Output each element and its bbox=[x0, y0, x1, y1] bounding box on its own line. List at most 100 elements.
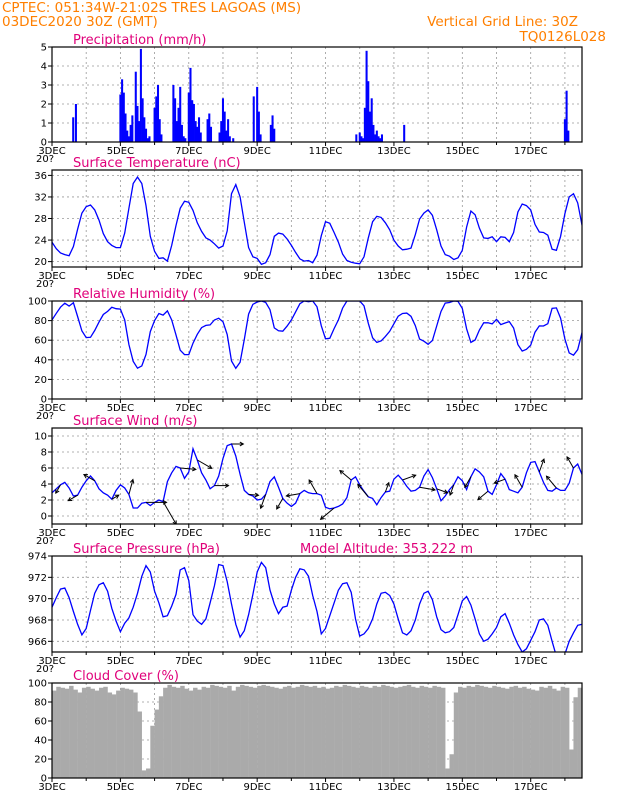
precip-bar bbox=[358, 132, 361, 142]
cloud-bar bbox=[304, 685, 309, 778]
precip-bar bbox=[374, 134, 377, 142]
wind-arrow-shaft bbox=[419, 486, 436, 491]
surface-wind-xtick-label: 9DEC bbox=[243, 528, 270, 539]
surface-pressure-ytick-label: 970 bbox=[28, 594, 47, 605]
cloud-bar bbox=[124, 688, 130, 778]
cloud-cover-xtick-label: 3DEC bbox=[38, 782, 65, 793]
cloud-bar bbox=[244, 685, 249, 778]
precip-bar bbox=[370, 98, 373, 142]
cloud-bar bbox=[530, 689, 536, 778]
wind-arrow-head bbox=[477, 495, 482, 501]
precipitation-grid bbox=[52, 47, 582, 142]
cloud-bar bbox=[167, 684, 172, 778]
precip-bar bbox=[273, 128, 276, 142]
wind-arrow-shaft bbox=[308, 479, 318, 494]
precipitation-xtick-stub: 20? bbox=[36, 154, 54, 165]
surface-temperature-title: Surface Temperature (nC) bbox=[73, 156, 241, 171]
surface-pressure-ytick-label: 974 bbox=[28, 552, 47, 563]
precipitation-panel: 0 1 2 3 4 5 3DEC 5DEC 7DEC 9DEC 11DEC 13DEC 15DEC 17D… bbox=[36, 33, 583, 165]
cloud-bar bbox=[577, 687, 582, 778]
surface-wind-xtick-label: 7DEC bbox=[175, 528, 202, 539]
wind-arrow-head bbox=[431, 487, 437, 492]
surface-wind-ytick-label: 8 bbox=[41, 448, 47, 459]
precip-bar bbox=[177, 107, 180, 142]
surface-wind-panel: 0 2 4 6 8 10 3DEC 5DEC 7DEC 9DEC 11DEC 13DEC 15DEC 17… bbox=[34, 414, 583, 547]
cloud-cover-xtick-label: 9DEC bbox=[243, 782, 270, 793]
precipitation-xtick-label: 15DEC bbox=[445, 146, 479, 157]
cloud-bar bbox=[261, 684, 266, 778]
precip-bar bbox=[180, 124, 183, 142]
surface-pressure-frame bbox=[51, 555, 583, 653]
precip-bar bbox=[189, 67, 192, 142]
precip-bar bbox=[134, 71, 137, 142]
precip-bar bbox=[362, 138, 365, 142]
wind-arrow-shaft bbox=[436, 488, 448, 494]
precipitation-xtick-label: 13DEC bbox=[377, 146, 411, 157]
cloud-bar bbox=[201, 686, 207, 778]
surface-pressure-xtick-label: 15DEC bbox=[445, 656, 479, 667]
cloud-bar bbox=[411, 686, 416, 778]
precip-bar bbox=[368, 111, 372, 142]
precip-bar bbox=[252, 96, 255, 142]
wind-arrow-shaft bbox=[111, 494, 120, 500]
cloud-bar bbox=[338, 686, 343, 778]
surface-pressure-ytick-label: 966 bbox=[28, 637, 47, 648]
cloud-bar bbox=[449, 754, 454, 778]
cloud-bar bbox=[458, 686, 463, 778]
precip-bar bbox=[179, 86, 182, 142]
cloud-bar bbox=[77, 692, 83, 778]
wind-arrow-shaft bbox=[546, 475, 557, 489]
surface-temperature-frame bbox=[51, 169, 583, 268]
relative-humidity-ytick-label: 80 bbox=[34, 316, 47, 327]
precip-bar bbox=[155, 96, 158, 142]
precipitation-xtick-label: 11DEC bbox=[309, 146, 343, 157]
cloud-bar bbox=[466, 685, 472, 778]
wind-arrow-shaft bbox=[162, 501, 177, 524]
relative-humidity-line bbox=[52, 301, 582, 370]
relative-humidity-ytick-label: 40 bbox=[34, 355, 47, 366]
wind-arrows bbox=[55, 441, 574, 524]
cloud-bar bbox=[299, 684, 305, 778]
wind-arrow-shaft bbox=[180, 467, 196, 470]
cloud-bar bbox=[440, 687, 446, 778]
cloud-bar bbox=[547, 685, 553, 778]
cloud-cover-panel: 0 20 40 60 80 100 3DEC 5DEC 7DEC 9DEC 11DEC 13DEC 15… bbox=[28, 669, 607, 793]
precip-bar bbox=[259, 134, 262, 142]
relative-humidity-xtick-label: 13DEC bbox=[377, 403, 411, 414]
precip-bar bbox=[119, 94, 122, 142]
cloud-bar bbox=[329, 687, 335, 778]
precip-bar bbox=[375, 130, 378, 142]
precip-bar bbox=[380, 134, 383, 142]
cloud-bar bbox=[103, 686, 108, 778]
precipitation-frame bbox=[51, 46, 583, 143]
surface-temperature-ytick-label: 28 bbox=[34, 214, 47, 225]
precipitation-ytick-label: 0 bbox=[41, 138, 47, 149]
cloud-bar bbox=[146, 768, 151, 778]
precip-bar bbox=[156, 85, 160, 142]
wind-arrow-shaft bbox=[514, 474, 523, 488]
surface-wind-xtick-label: 17DEC bbox=[514, 528, 548, 539]
precip-bar bbox=[403, 124, 406, 142]
precip-bar bbox=[365, 50, 368, 142]
cloud-bar bbox=[141, 770, 147, 778]
wind-arrow-head bbox=[276, 504, 281, 510]
relative-humidity-xtick-label: 7DEC bbox=[175, 403, 202, 414]
cloud-bar bbox=[556, 690, 561, 778]
wind-arrow-shaft bbox=[276, 498, 284, 510]
precipitation-series bbox=[72, 48, 570, 142]
wind-arrow-head bbox=[129, 478, 135, 484]
surface-temperature-xtick-stub: 20? bbox=[36, 279, 54, 290]
surface-pressure-xtick-label: 9DEC bbox=[243, 656, 270, 667]
wind-arrow-shaft bbox=[538, 458, 545, 473]
cloud-bar bbox=[188, 690, 194, 778]
surface-wind-title: Surface Wind (m/s) bbox=[73, 414, 197, 429]
cloud-bar bbox=[505, 688, 510, 778]
wind-arrow-head bbox=[443, 489, 449, 494]
cloud-bar bbox=[603, 687, 607, 778]
cloud-bar bbox=[278, 688, 284, 778]
cloud-bar bbox=[543, 687, 549, 778]
wind-arrow-head bbox=[254, 492, 260, 498]
wind-arrow-shaft bbox=[339, 470, 352, 481]
precip-bar bbox=[271, 115, 274, 142]
cloud-cover-ytick-label: 80 bbox=[34, 698, 47, 709]
